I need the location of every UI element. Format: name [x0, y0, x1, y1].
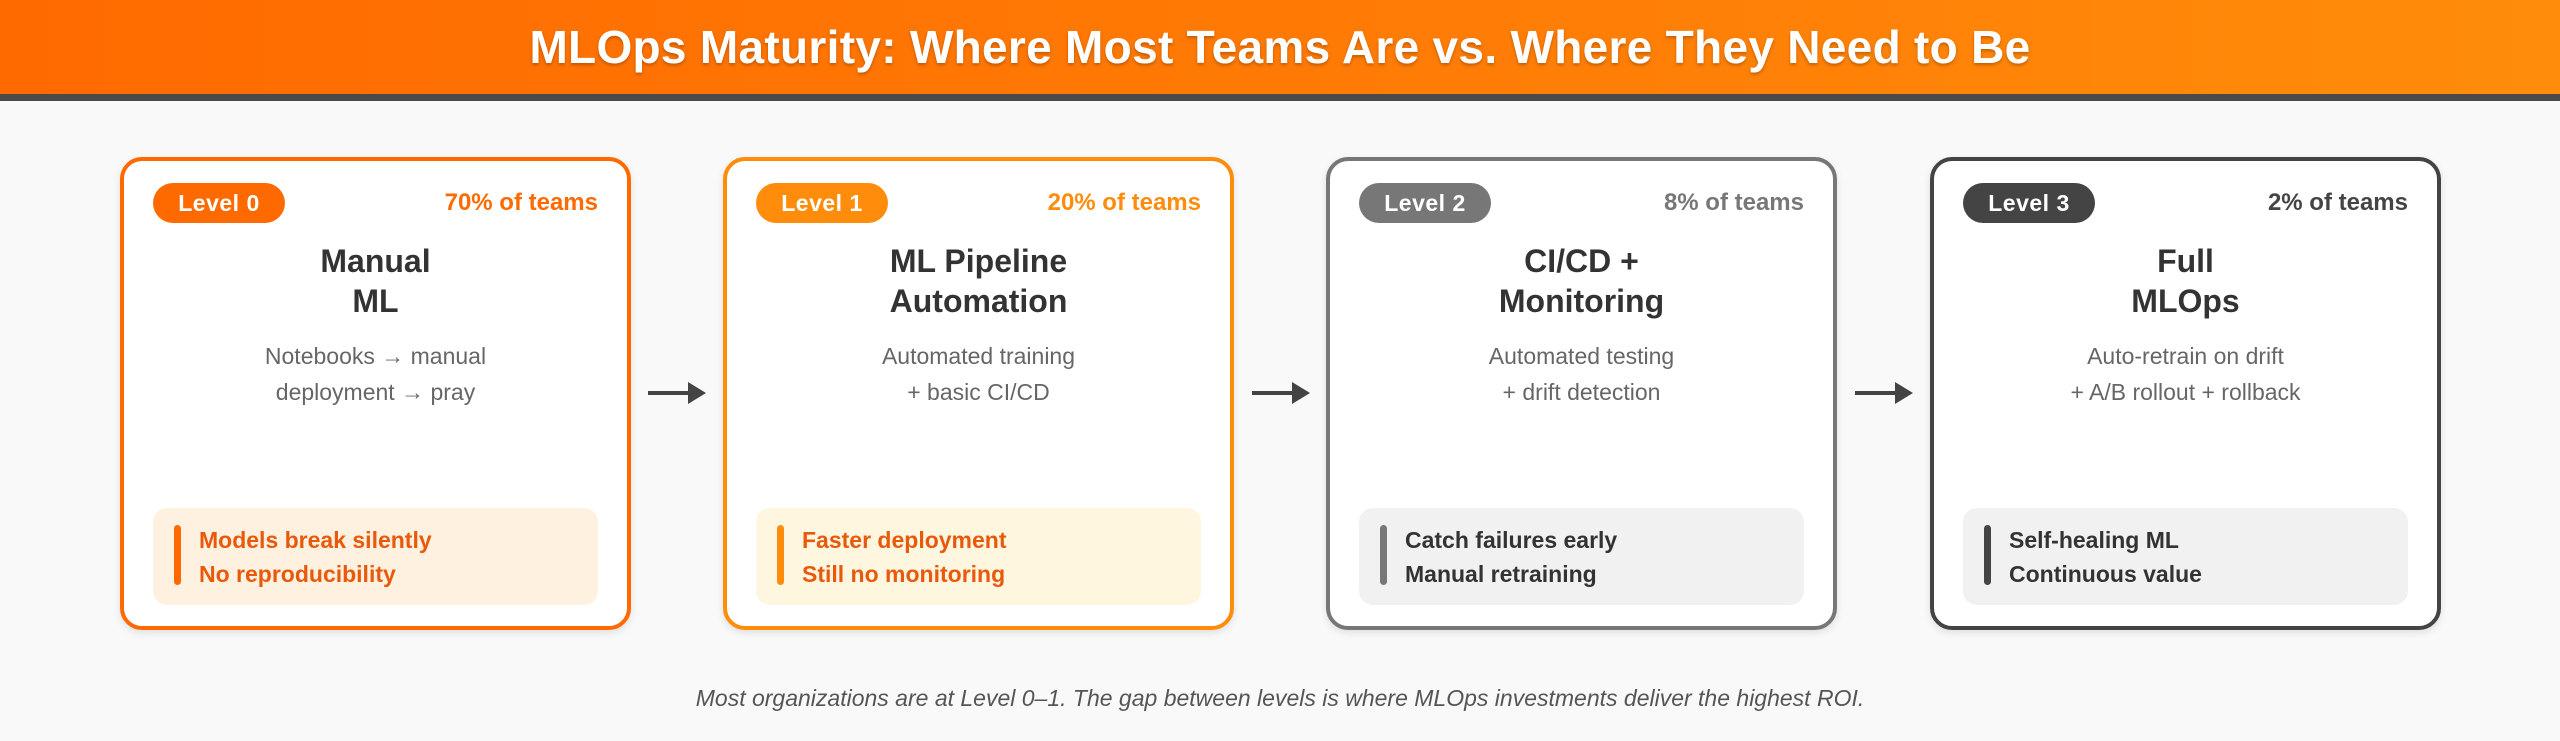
team-share: 8% of teams — [1663, 189, 1804, 216]
callout-accent-bar — [777, 525, 784, 585]
outcome-lines: Catch failures early Manual retraining — [1405, 523, 1617, 591]
level-description: Automated training + basic CI/CD — [727, 338, 1230, 410]
level-title-line-2: Automation — [889, 283, 1068, 319]
team-share: 2% of teams — [2267, 189, 2408, 216]
outcome-callout: Faster deployment Still no monitoring — [756, 508, 1201, 605]
outcome-line-2: Still no monitoring — [802, 561, 1006, 587]
outcome-callout: Self-healing ML Continuous value — [1963, 508, 2408, 605]
level-badge: Level 3 — [1963, 183, 2095, 223]
level-badge: Level 2 — [1359, 183, 1491, 223]
outcome-line-1: Catch failures early — [1405, 527, 1618, 553]
level-title-line-2: MLOps — [2131, 283, 2240, 319]
outcome-line-2: Continuous value — [2009, 561, 2202, 587]
level-title: CI/CD + Monitoring — [1330, 241, 1833, 321]
level-description: Automated testing + drift detection — [1330, 338, 1833, 410]
level-description-line-2: + A/B rollout + rollback — [2070, 379, 2301, 405]
level-description-line-1: Automated training — [881, 343, 1076, 369]
level-description-line-1: Notebooks → manual — [264, 343, 487, 369]
level-title-line-1: CI/CD + — [1524, 243, 1639, 279]
level-card-2: Level 2 8% of teams CI/CD + Monitoring A… — [1326, 157, 1837, 630]
level-card-0: Level 0 70% of teams Manual ML Notebooks… — [120, 157, 631, 630]
outcome-lines: Faster deployment Still no monitoring — [802, 523, 1007, 591]
callout-accent-bar — [1984, 525, 1991, 585]
footnote: Most organizations are at Level 0–1. The… — [695, 685, 1865, 711]
level-card-3: Level 3 2% of teams Full MLOps Auto-retr… — [1930, 157, 2441, 630]
level-description-line-1: Automated testing — [1488, 343, 1675, 369]
level-card-1: Level 1 20% of teams ML Pipeline Automat… — [723, 157, 1234, 630]
arrow-right-icon — [648, 382, 706, 404]
outcome-callout: Models break silently No reproducibility — [153, 508, 598, 605]
level-description: Auto-retrain on drift + A/B rollout + ro… — [1934, 338, 2437, 410]
arrow-right-icon — [1855, 382, 1913, 404]
outcome-lines: Self-healing ML Continuous value — [2009, 523, 2202, 591]
outcome-line-2: Manual retraining — [1405, 561, 1597, 587]
outcome-line-1: Models break silently — [199, 527, 432, 553]
arrow-right-icon — [1252, 382, 1310, 404]
callout-accent-bar — [174, 525, 181, 585]
level-description-line-2: + drift detection — [1502, 379, 1661, 405]
team-share: 70% of teams — [444, 189, 598, 216]
header-divider — [0, 94, 2560, 101]
level-title-line-2: ML — [352, 283, 399, 319]
outcome-line-2: No reproducibility — [199, 561, 396, 587]
callout-accent-bar — [1380, 525, 1387, 585]
level-title-line-1: ML Pipeline — [889, 243, 1068, 279]
team-share: 20% of teams — [1047, 189, 1201, 216]
outcome-callout: Catch failures early Manual retraining — [1359, 508, 1804, 605]
outcome-lines: Models break silently No reproducibility — [199, 523, 432, 591]
level-title-line-2: Monitoring — [1498, 283, 1665, 319]
level-description: Notebooks → manual deployment → pray — [124, 338, 627, 410]
level-title-line-1: Manual — [320, 243, 431, 279]
level-title-line-1: Full — [2157, 243, 2214, 279]
level-title: ML Pipeline Automation — [727, 241, 1230, 321]
header-banner: MLOps Maturity: Where Most Teams Are vs.… — [0, 0, 2560, 94]
level-title: Manual ML — [124, 241, 627, 321]
level-badge: Level 0 — [153, 183, 285, 223]
level-description-line-2: + basic CI/CD — [907, 379, 1050, 405]
outcome-line-1: Faster deployment — [802, 527, 1007, 553]
page-title: MLOps Maturity: Where Most Teams Are vs.… — [529, 21, 2031, 73]
level-description-line-2: deployment → pray — [275, 379, 476, 405]
outcome-line-1: Self-healing ML — [2009, 527, 2179, 553]
level-title: Full MLOps — [1934, 241, 2437, 321]
level-badge: Level 1 — [756, 183, 888, 223]
level-description-line-1: Auto-retrain on drift — [2087, 343, 2284, 369]
